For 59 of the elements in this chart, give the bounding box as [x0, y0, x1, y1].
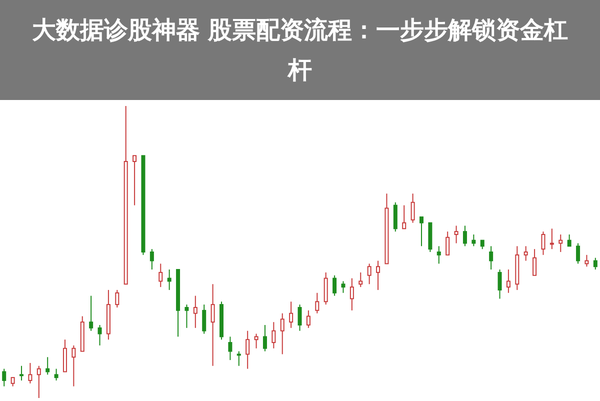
candlestick — [472, 234, 476, 247]
candlestick — [367, 263, 372, 285]
candlestick — [72, 344, 76, 387]
candlestick — [593, 257, 598, 270]
candlestick — [315, 292, 320, 314]
candlestick — [280, 312, 284, 355]
candlestick — [350, 278, 354, 311]
candlestick — [506, 269, 510, 294]
candlestick — [150, 248, 154, 270]
candlestick — [489, 246, 494, 270]
candlestick — [446, 231, 450, 256]
candlestick — [532, 248, 537, 276]
candlestick — [289, 301, 294, 328]
candlestick — [132, 155, 137, 206]
candlestick — [410, 193, 415, 224]
candlestick — [202, 304, 206, 334]
candlestick — [558, 234, 563, 252]
candlestick — [584, 254, 589, 268]
candlestick — [298, 304, 302, 332]
candlestick — [28, 362, 32, 384]
candlestick — [36, 365, 41, 398]
candlestick — [89, 295, 94, 332]
candlestick — [436, 246, 441, 264]
candlestick — [524, 246, 528, 262]
candlestick — [98, 324, 102, 346]
candlestick — [402, 204, 406, 230]
candlestick — [54, 368, 58, 381]
candlestick — [332, 274, 337, 296]
candlestick — [341, 280, 346, 294]
candlestick — [462, 225, 467, 247]
candlestick — [576, 242, 580, 264]
candlestick — [46, 356, 50, 376]
candlestick — [420, 216, 424, 247]
candlestick — [246, 330, 250, 370]
candlestick — [210, 284, 215, 366]
candlestick — [193, 295, 198, 328]
candlestick — [158, 263, 163, 288]
candlestick — [262, 324, 267, 352]
candlestick — [167, 269, 172, 290]
candlestick — [62, 339, 67, 372]
candlestick — [184, 304, 189, 328]
candlestick — [550, 228, 554, 250]
candlestick — [236, 350, 241, 366]
candlestick — [358, 272, 363, 288]
chart-title: 大数据诊股神器 股票配资流程：一步步解锁资金杠杆 — [30, 15, 570, 86]
candlestick — [393, 202, 398, 232]
candlestick — [498, 269, 502, 300]
candlestick — [567, 234, 572, 247]
candlestick — [454, 225, 458, 244]
candlestick — [376, 260, 380, 290]
candlestick — [115, 289, 120, 308]
candlestick — [20, 365, 24, 381]
candlestick — [541, 231, 546, 256]
candlestick — [272, 322, 276, 349]
candlestick — [254, 333, 258, 349]
candlestick — [324, 272, 328, 306]
candlestick — [2, 368, 6, 387]
candlestick — [228, 336, 232, 361]
candlestick — [306, 310, 310, 328]
